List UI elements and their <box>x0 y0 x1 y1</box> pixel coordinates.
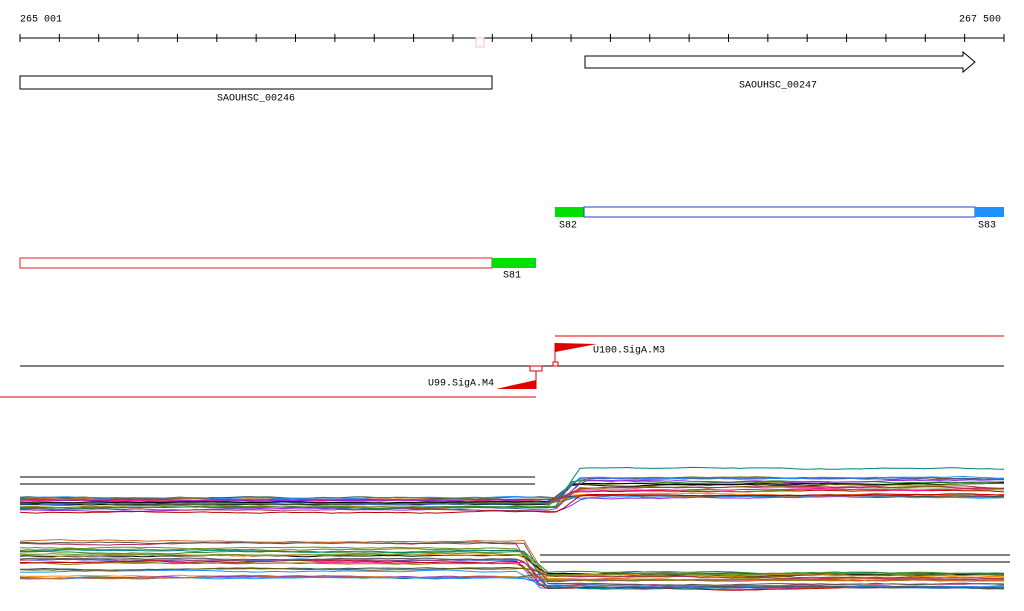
expression-trace <box>19 475 1005 500</box>
segment <box>555 207 584 217</box>
expression-trace <box>19 487 1005 503</box>
gene-label: SAOUHSC_00247 <box>739 81 817 92</box>
expression-trace <box>19 485 1005 501</box>
expression-trace <box>19 493 1005 514</box>
expression-trace <box>19 541 1005 586</box>
expression-trace <box>19 485 1005 512</box>
expression-trace <box>19 550 1005 575</box>
axis-start-label: 265 001 <box>20 15 62 26</box>
gene-label: SAOUHSC_00246 <box>217 94 295 105</box>
expression-trace <box>19 539 1005 582</box>
gene-arrow <box>584 50 976 74</box>
transcript <box>19 257 493 269</box>
expression-profiles <box>19 466 1005 591</box>
expression-trace <box>19 557 1005 590</box>
expression-trace <box>19 549 1005 590</box>
transcript <box>583 206 976 218</box>
gene <box>19 75 493 90</box>
promoter-flag <box>555 343 597 352</box>
segment-label: S81 <box>503 271 521 282</box>
promoter-box <box>529 365 543 372</box>
expression-trace <box>19 576 1005 582</box>
expression-trace <box>19 560 1005 591</box>
promoter-label: U100.SigA.M3 <box>593 345 665 357</box>
expression-trace <box>20 479 1005 502</box>
promoter-flag <box>496 380 536 389</box>
expression-trace <box>19 558 1005 580</box>
promoter-label: U99.SigA.M4 <box>428 378 494 390</box>
segment <box>975 207 1004 217</box>
expression-trace <box>19 481 1005 504</box>
expression-trace <box>19 552 1005 577</box>
position-marker <box>475 37 485 48</box>
expression-trace <box>19 481 1005 508</box>
segment <box>492 258 536 268</box>
promoter-box <box>552 361 559 367</box>
axis-ticks <box>19 34 1005 42</box>
segment-label: S82 <box>559 221 577 232</box>
segment-label: S83 <box>978 221 996 232</box>
axis-end-label: 267 500 <box>959 15 1001 26</box>
